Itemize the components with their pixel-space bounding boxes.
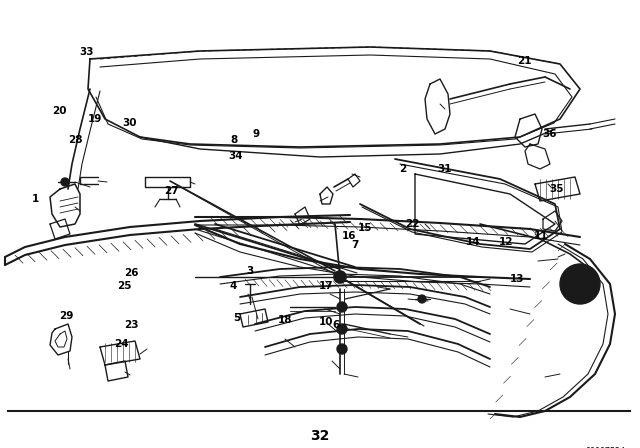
- Circle shape: [418, 295, 426, 303]
- Text: 36: 36: [542, 129, 556, 139]
- Circle shape: [334, 271, 346, 283]
- Text: 7: 7: [351, 241, 359, 250]
- Text: 25: 25: [118, 281, 132, 291]
- Text: 31: 31: [437, 164, 451, 174]
- Text: 32: 32: [310, 429, 330, 443]
- Circle shape: [61, 178, 69, 186]
- Text: 19: 19: [88, 114, 102, 124]
- Text: 11: 11: [534, 231, 548, 241]
- Text: 28: 28: [68, 135, 83, 145]
- Text: 29: 29: [59, 310, 73, 321]
- Text: 18: 18: [278, 314, 292, 324]
- Text: 10: 10: [319, 316, 333, 327]
- Text: 1: 1: [31, 194, 39, 204]
- Text: 6: 6: [332, 320, 340, 331]
- Text: 2: 2: [399, 164, 407, 174]
- Text: 27: 27: [164, 186, 179, 196]
- Text: 24: 24: [115, 339, 129, 349]
- Circle shape: [337, 274, 343, 280]
- Text: 4: 4: [230, 281, 237, 291]
- Text: 00007524: 00007524: [585, 447, 625, 448]
- Text: 13: 13: [510, 274, 524, 284]
- Text: 23: 23: [124, 320, 138, 331]
- Circle shape: [337, 344, 347, 354]
- Text: 8: 8: [230, 135, 237, 145]
- Text: 20: 20: [52, 106, 66, 116]
- Text: 34: 34: [228, 151, 243, 161]
- Text: 3: 3: [246, 266, 253, 276]
- Circle shape: [560, 264, 600, 304]
- Circle shape: [337, 302, 347, 312]
- Text: 15: 15: [358, 223, 372, 233]
- Text: 17: 17: [319, 281, 333, 291]
- Text: 16: 16: [342, 231, 356, 241]
- Text: 30: 30: [122, 117, 136, 128]
- Text: 9: 9: [252, 129, 260, 139]
- Circle shape: [337, 324, 347, 334]
- Text: 12: 12: [499, 237, 513, 246]
- Text: 21: 21: [518, 56, 532, 66]
- Text: 14: 14: [467, 237, 481, 246]
- Text: 22: 22: [406, 219, 420, 229]
- Text: 33: 33: [79, 47, 93, 57]
- Text: 5: 5: [233, 313, 241, 323]
- Text: 35: 35: [550, 184, 564, 194]
- Text: 26: 26: [124, 268, 138, 278]
